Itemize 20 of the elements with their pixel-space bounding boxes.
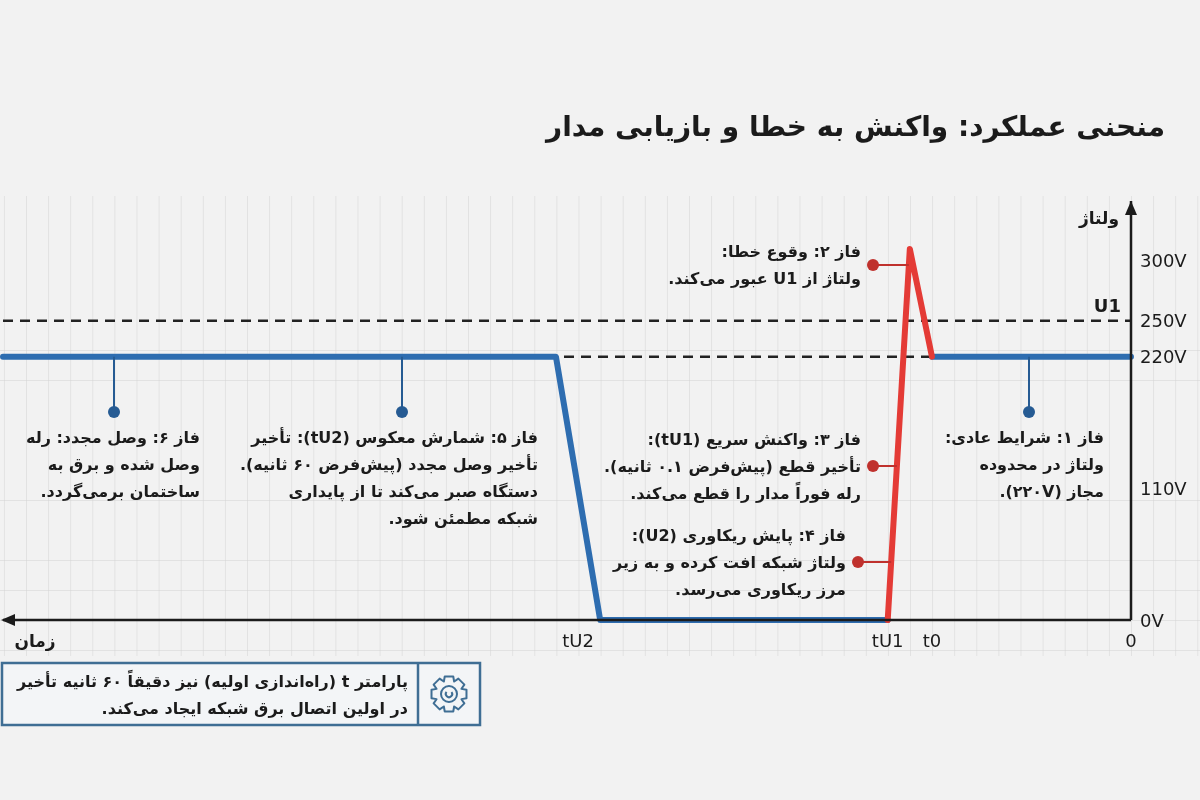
y-tick-label: 250V: [1140, 310, 1188, 332]
annotation: فاز ۳: واکنش سریع (tU1): تأخیر قطع (پیش‌فرض ۰.۱ ثانیه). رله فوراً مدار را قطع می‌کند.: [604, 429, 861, 503]
x-axis-title: زمان: [14, 631, 56, 651]
y-tick-label: 110V: [1140, 477, 1188, 499]
annotation: فاز ۵: شمارش معکوس (tU2): تأخیر تأخیر وصل مجدد (پیش‌فرض ۶۰ ثانیه). دستگاه صبر می‌کند تا از پایداری شبکه مطمئن شود.: [239, 426, 538, 528]
annotation: فاز ۲: وقوع خطا: ولتاژ از U1 عبور می‌کند.: [668, 242, 861, 289]
x-tick-label: t0: [922, 630, 942, 651]
annotation: فاز ۶: وصل مجدد: رله وصل شده و برق به ساختمان برمی‌گردد.: [25, 427, 200, 501]
annotation: فاز ۴: پایش ریکاوری (U2): ولتاژ شبکه افت کرده و به زیر مرز ریکاوری می‌رسد.: [611, 525, 846, 599]
ref-line-label: U1: [1093, 294, 1121, 316]
x-tick-label: tU1: [871, 630, 904, 651]
y-tick-label: 300V: [1140, 250, 1188, 272]
x-tick-label: 0: [1125, 630, 1137, 651]
y-tick-label: 0V: [1140, 609, 1165, 631]
x-tick-label: tU2: [562, 630, 594, 651]
annotation: فاز ۱: شرایط عادی: ولتاژ در محدوده مجاز (۲۲۰V).: [944, 427, 1104, 501]
chart-title: منحنی عملکرد: واکنش به خطا و بازیابی مدار: [544, 110, 1165, 143]
y-tick-label: 220V: [1140, 346, 1188, 368]
text: پارامتر t (راه‌اندازی اولیه) نیز دقیقاً ۶۰ ثانیه تأخیر در اولین اتصال برق شبکه ایجاد می‌کند.: [16, 669, 408, 718]
y-axis-title: ولتاژ: [1077, 208, 1119, 229]
